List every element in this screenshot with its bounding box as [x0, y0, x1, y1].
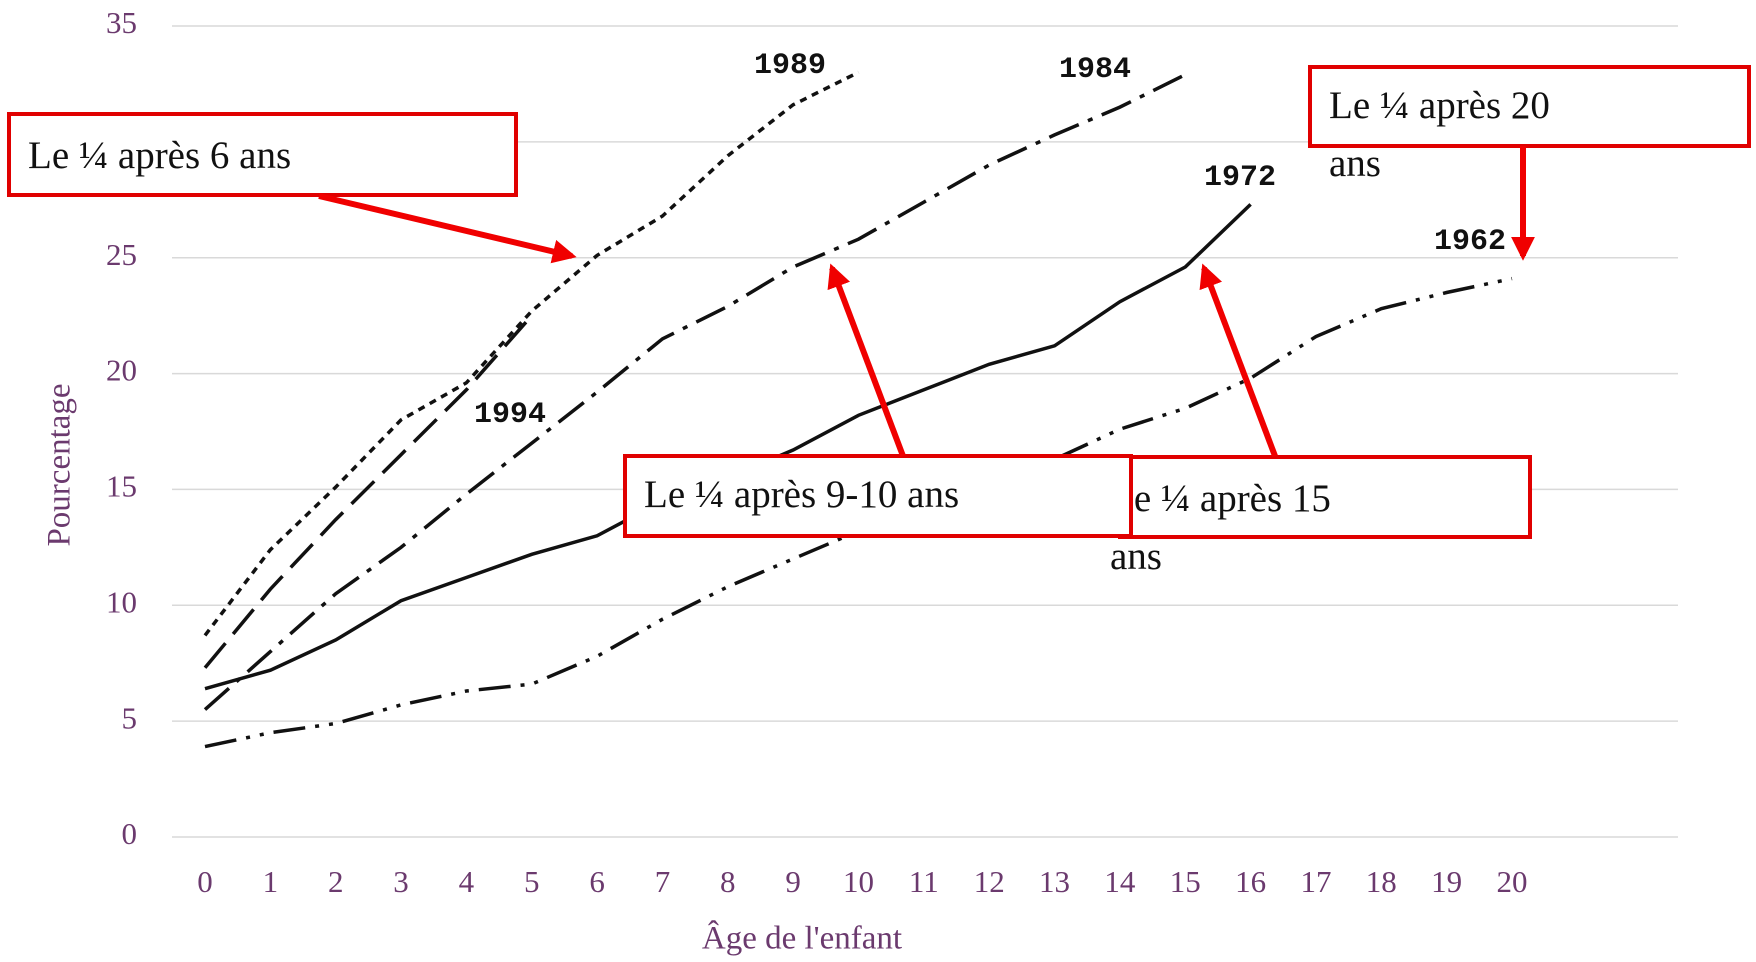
arrow	[318, 193, 577, 264]
x-tick-label: 10	[843, 864, 874, 899]
series-line	[204, 203, 1252, 691]
x-tick-label: 12	[974, 864, 1005, 899]
y-axis-title: Pourcentage	[42, 383, 78, 546]
x-tick-label: 8	[720, 864, 736, 899]
x-tick-label: 9	[785, 864, 801, 899]
x-tick-label: 14	[1104, 864, 1136, 899]
annotation-text: Le ¼ après 6 ans	[28, 134, 291, 177]
annotation-text: ans	[1110, 535, 1162, 578]
x-tick-label: 20	[1497, 864, 1528, 899]
arrow	[827, 263, 906, 458]
x-tick-label: 3	[393, 864, 409, 899]
series-line	[203, 314, 534, 669]
annotation-text: ans	[1329, 142, 1381, 185]
series-label: 1962	[1434, 225, 1506, 259]
x-tick-label: 5	[524, 864, 540, 899]
x-tick-label: 18	[1366, 864, 1397, 899]
annotation-text: Le ¼ après 20	[1329, 84, 1550, 127]
arrow	[1199, 263, 1278, 458]
x-tick-label: 17	[1300, 864, 1331, 899]
series-label: 1984	[1059, 53, 1131, 87]
y-tick-label: 15	[106, 469, 137, 504]
y-tick-label: 25	[106, 237, 137, 272]
labels: 0510152025303501234567891011121314151617…	[106, 5, 1528, 899]
x-tick-label: 7	[655, 864, 671, 899]
annotations: Le ¼ après 6 ans Le ¼ après 15 ans Le ¼ apr…	[7, 65, 1751, 578]
x-tick-label: 16	[1235, 864, 1266, 899]
series-label: 1989	[754, 49, 826, 83]
x-tick-label: 2	[328, 864, 344, 899]
arrows	[318, 146, 1535, 458]
annotation-box	[1308, 65, 1751, 148]
y-tick-label: 20	[106, 353, 137, 388]
x-tick-label: 4	[459, 864, 475, 899]
x-tick-label: 6	[589, 864, 605, 899]
series-label: 1994	[474, 398, 546, 432]
x-tick-label: 15	[1170, 864, 1201, 899]
series-line	[203, 70, 860, 637]
x-axis-title: Âge de l'enfant	[702, 920, 902, 957]
x-tick-label: 13	[1039, 864, 1070, 899]
annotation-text: Le ¼ après 9-10 ans	[644, 473, 959, 516]
series-line	[203, 73, 1187, 711]
annotation-text: Le ¼ après 15	[1110, 477, 1331, 520]
x-tick-label: 19	[1431, 864, 1462, 899]
y-tick-label: 0	[122, 816, 138, 851]
x-tick-label: 11	[909, 864, 939, 899]
y-tick-label: 10	[106, 584, 137, 619]
annotation-box	[7, 112, 518, 197]
y-tick-label: 35	[106, 5, 137, 40]
annotation-box	[623, 454, 1133, 538]
series-label: 1972	[1204, 161, 1276, 195]
series-line	[204, 276, 1513, 749]
y-tick-label: 5	[122, 700, 138, 735]
x-tick-label: 1	[263, 864, 279, 899]
x-tick-label: 0	[197, 864, 213, 899]
